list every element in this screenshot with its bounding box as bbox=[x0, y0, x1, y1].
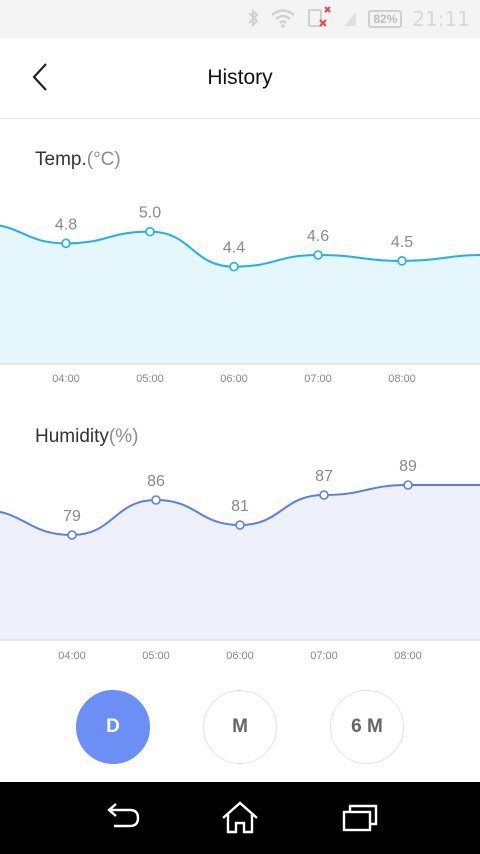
nav-home-button[interactable] bbox=[215, 798, 265, 838]
nav-back-button[interactable] bbox=[96, 798, 146, 838]
data-label: 86 bbox=[147, 473, 165, 490]
data-point[interactable] bbox=[145, 226, 155, 237]
temp-title-text: Temp. bbox=[35, 149, 87, 170]
range-6-month-button[interactable]: 6 M bbox=[330, 690, 404, 764]
data-point[interactable] bbox=[397, 256, 407, 266]
area-fill bbox=[0, 225, 480, 364]
nav-recents-button[interactable] bbox=[335, 798, 385, 838]
data-point[interactable] bbox=[313, 250, 323, 260]
no-sim-icon bbox=[306, 5, 332, 33]
range-day-label: D bbox=[106, 716, 120, 737]
tick-label: 05:00 bbox=[136, 373, 164, 385]
humidity-chart-title: Humidity(%) bbox=[35, 426, 138, 448]
wifi-icon bbox=[270, 8, 296, 31]
data-label: 79 bbox=[63, 508, 81, 525]
tick-label: 04:00 bbox=[58, 650, 86, 662]
tick-label: 08:00 bbox=[394, 650, 422, 662]
home-icon bbox=[222, 801, 258, 834]
data-point[interactable] bbox=[229, 261, 239, 272]
data-point[interactable] bbox=[319, 490, 329, 500]
temp-unit: (°C) bbox=[86, 149, 121, 170]
tick-label: 07:00 bbox=[310, 650, 338, 662]
tick-label: 07:00 bbox=[304, 373, 332, 385]
clock: 21:11 bbox=[412, 7, 470, 31]
recent-apps-icon bbox=[342, 804, 378, 832]
back-button[interactable] bbox=[26, 60, 56, 96]
status-bar: 82% 21:11 bbox=[0, 0, 480, 38]
tick-label: 04:00 bbox=[52, 373, 80, 385]
data-label: 5.0 bbox=[139, 205, 161, 222]
tick-label: 08:00 bbox=[388, 373, 416, 385]
range-day-button[interactable]: D bbox=[76, 690, 150, 764]
battery-indicator: 82% bbox=[368, 10, 403, 28]
bluetooth-icon bbox=[246, 8, 260, 31]
data-point[interactable] bbox=[67, 530, 77, 540]
tick-label: 06:00 bbox=[226, 650, 254, 662]
page-title: History bbox=[207, 66, 273, 89]
chevron-left-icon bbox=[32, 63, 47, 91]
data-label: 87 bbox=[315, 468, 333, 485]
data-point[interactable] bbox=[403, 480, 413, 490]
data-label: 89 bbox=[399, 458, 417, 475]
range-6-month-label: 6 M bbox=[351, 716, 383, 737]
status-icons: 82% 21:11 bbox=[246, 5, 470, 33]
tick-label: 06:00 bbox=[220, 373, 248, 385]
temp-chart-title: Temp.(°C) bbox=[35, 149, 121, 171]
data-label: 81 bbox=[231, 498, 249, 515]
app-header: History bbox=[0, 38, 480, 119]
area-fill bbox=[0, 485, 480, 640]
temperature-chart: 4.8 04:00 5.0 05:00 4.4 06:00 4.6 07:00 4.5 08:00… bbox=[0, 205, 480, 385]
data-point[interactable] bbox=[235, 520, 245, 530]
data-point[interactable] bbox=[61, 238, 71, 249]
data-label: 4.6 bbox=[307, 228, 329, 245]
data-label: 4.4 bbox=[223, 240, 245, 257]
data-label: 4.5 bbox=[391, 234, 413, 251]
back-arrow-icon bbox=[107, 803, 140, 828]
data-point[interactable] bbox=[151, 495, 161, 505]
range-month-label: M bbox=[232, 716, 248, 737]
range-month-button[interactable]: M bbox=[203, 690, 277, 764]
humidity-unit: (%) bbox=[108, 426, 139, 447]
tick-label: 05:00 bbox=[142, 650, 170, 662]
humidity-title-text: Humidity bbox=[35, 426, 109, 447]
system-nav-bar bbox=[0, 782, 480, 854]
signal-icon bbox=[342, 8, 358, 31]
data-label: 4.8 bbox=[55, 216, 77, 233]
